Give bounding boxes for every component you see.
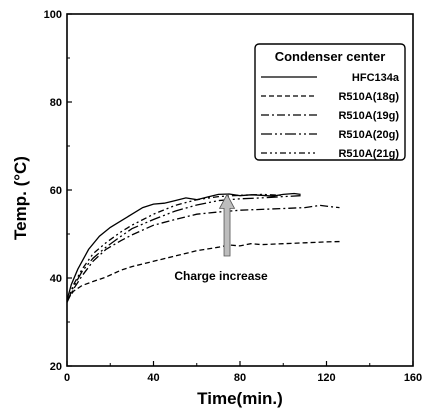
y-tick-label: 80 [50, 97, 62, 109]
series-line-3 [66, 204, 340, 303]
legend-title: Condenser center [275, 49, 386, 64]
series-line-1 [66, 192, 301, 301]
series-line-5 [66, 193, 284, 303]
legend-label-3: R510A(19g) [338, 110, 399, 122]
annotation-text: Charge increase [174, 269, 268, 283]
y-tick-label: 40 [50, 273, 62, 285]
legend-label-5: R510A(21g) [338, 148, 399, 160]
series-layer [66, 192, 342, 303]
y-axis-title: Temp. (°C) [11, 156, 30, 240]
y-tick-label: 20 [50, 361, 62, 373]
series-line-2 [66, 240, 342, 301]
annotation: Charge increase [174, 193, 268, 283]
y-tick-label: 100 [44, 9, 62, 21]
ticks-layer: 0 40 80 120 160 20 40 60 80 100 [44, 9, 423, 384]
x-tick-label: 120 [317, 372, 335, 384]
legend-label-2: R510A(18g) [338, 91, 399, 103]
x-tick-label: 80 [234, 372, 246, 384]
x-axis-title: Time(min.) [197, 389, 283, 408]
x-tick-label: 160 [404, 372, 422, 384]
legend-label-4: R510A(20g) [338, 129, 399, 141]
legend-label-1: HFC134a [352, 72, 400, 84]
x-tick-label: 0 [64, 372, 70, 384]
legend-box [254, 43, 406, 161]
charge-increase-arrow [218, 193, 236, 257]
y-tick-label: 60 [50, 185, 62, 197]
x-tick-label: 40 [147, 372, 159, 384]
series-line-4 [66, 195, 301, 303]
legend: Condenser center HFC134a R510A(18g) R510A(1… [254, 43, 406, 161]
